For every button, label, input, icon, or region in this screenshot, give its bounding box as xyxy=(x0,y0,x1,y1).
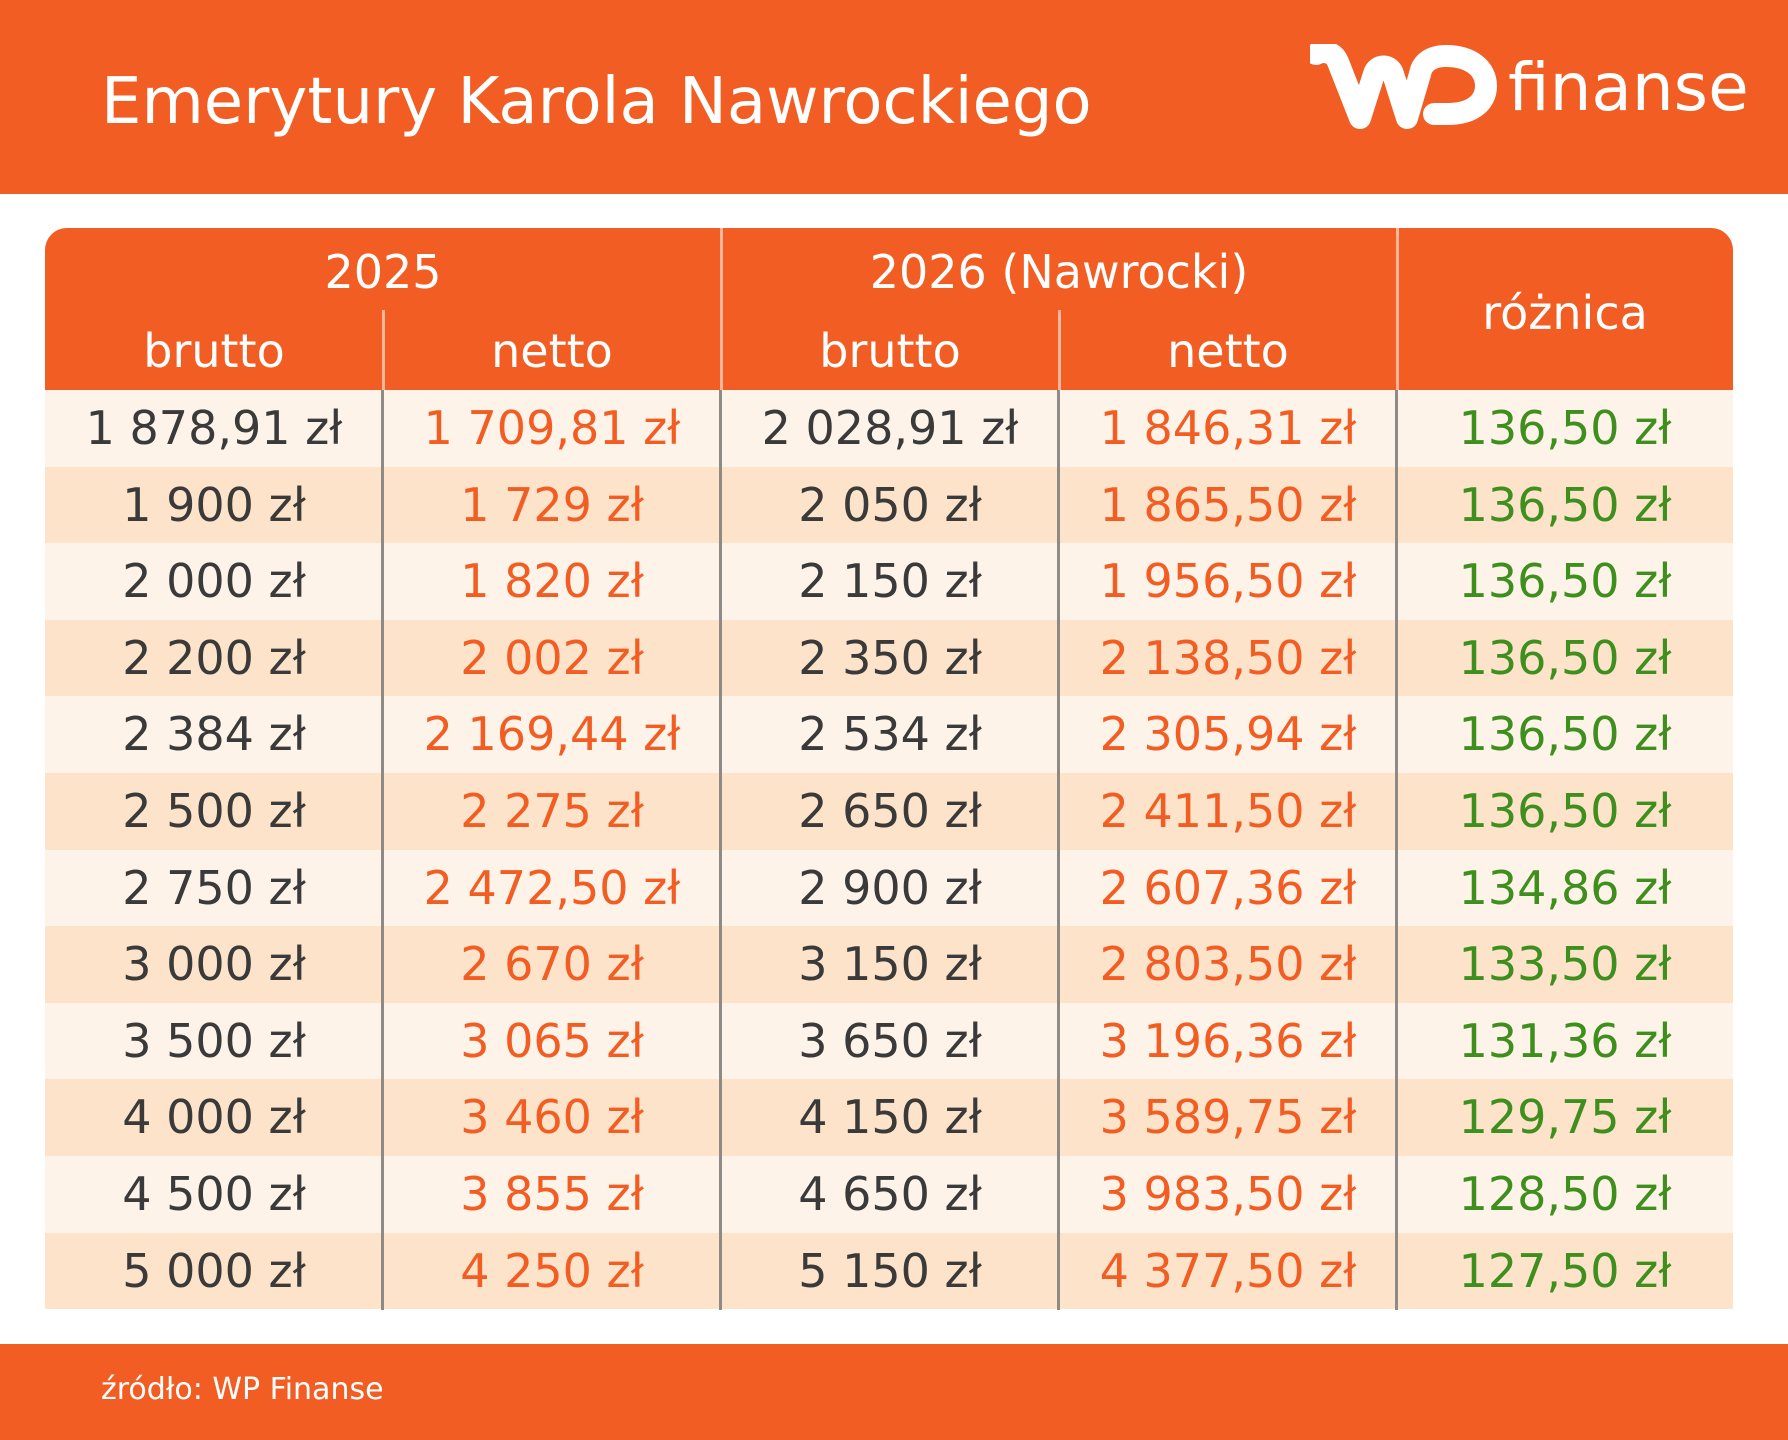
cell-brutto-2026: 2 900 zł xyxy=(798,860,982,915)
cell-roznica: 134,86 zł xyxy=(1458,860,1672,915)
page-title: Emerytury Karola Nawrockiego xyxy=(101,65,1092,139)
cell-brutto-2026: 3 150 zł xyxy=(798,937,982,992)
cell-roznica: 127,50 zł xyxy=(1458,1243,1672,1298)
cell-roznica: 129,75 zł xyxy=(1458,1090,1672,1145)
cell-netto-2026: 2 803,50 zł xyxy=(1099,937,1357,992)
table-header: 2025 2026 (Nawrocki) różnica brutto nett… xyxy=(45,228,1733,390)
cell-roznica: 136,50 zł xyxy=(1458,554,1672,609)
table-row: 5 000 zł 4 250 zł 5 150 zł 4 377,50 zł 127,5… xyxy=(45,1232,1733,1310)
table-row: 2 750 zł 2 472,50 zł 2 900 zł 2 607,36 zł 13… xyxy=(45,849,1733,927)
cell-netto-2025: 2 275 zł xyxy=(460,784,644,838)
cell-roznica: 136,50 zł xyxy=(1458,477,1672,532)
cell-brutto-2025: 3 500 zł xyxy=(122,1013,306,1068)
table-row: 3 500 zł 3 065 zł 3 650 zł 3 196,36 zł 131,3… xyxy=(45,1002,1733,1080)
cell-brutto-2025: 3 000 zł xyxy=(122,937,306,992)
cell-netto-2025: 1 709,81 zł xyxy=(423,401,681,455)
cell-netto-2026: 4 377,50 zł xyxy=(1099,1243,1357,1298)
header-divider xyxy=(1058,310,1061,390)
cell-netto-2025: 1 820 zł xyxy=(460,554,644,609)
cell-roznica: 133,50 zł xyxy=(1458,937,1672,992)
source-note: źródło: WP Finanse xyxy=(101,1372,384,1407)
table-row: 2 000 zł 1 820 zł 2 150 zł 1 956,50 zł 136,5… xyxy=(45,543,1733,620)
cell-netto-2025: 2 169,44 zł xyxy=(423,707,681,762)
cell-brutto-2025: 1 878,91 zł xyxy=(85,401,343,455)
column-divider xyxy=(719,390,722,1310)
cell-netto-2026: 2 607,36 zł xyxy=(1099,860,1357,915)
cell-netto-2025: 2 002 zł xyxy=(460,630,644,685)
cell-roznica: 128,50 zł xyxy=(1458,1167,1672,1221)
cell-netto-2026: 1 956,50 zł xyxy=(1099,554,1357,609)
pension-table: 2025 2026 (Nawrocki) różnica brutto nett… xyxy=(45,228,1733,1310)
table-row: 1 878,91 zł 1 709,81 zł 2 028,91 zł 1 846,3… xyxy=(45,390,1733,467)
cell-brutto-2026: 4 650 zł xyxy=(798,1167,982,1221)
cell-brutto-2026: 2 050 zł xyxy=(798,477,982,532)
footer-bar: źródło: WP Finanse xyxy=(0,1344,1788,1440)
cell-roznica: 136,50 zł xyxy=(1458,707,1672,762)
cell-brutto-2025: 1 900 zł xyxy=(122,477,306,532)
table-row: 2 500 zł 2 275 zł 2 650 zł 2 411,50 zł 136,5… xyxy=(45,773,1733,850)
cell-roznica: 131,36 zł xyxy=(1458,1013,1672,1068)
cell-netto-2025: 1 729 zł xyxy=(460,477,644,532)
cell-brutto-2025: 2 000 zł xyxy=(122,554,306,609)
table-row: 2 384 zł 2 169,44 zł 2 534 zł 2 305,94 zł 13… xyxy=(45,696,1733,773)
column-divider xyxy=(1395,390,1398,1310)
wp-logo-icon xyxy=(1310,44,1497,129)
cell-netto-2026: 3 196,36 zł xyxy=(1099,1013,1357,1068)
cell-brutto-2026: 4 150 zł xyxy=(798,1090,982,1145)
cell-netto-2025: 3 855 zł xyxy=(460,1167,644,1221)
cell-netto-2026: 3 983,50 zł xyxy=(1099,1167,1357,1221)
group-header-2025: 2025 xyxy=(324,245,442,299)
header-bar: Emerytury Karola Nawrockiego finanse xyxy=(0,0,1788,194)
cell-brutto-2025: 5 000 zł xyxy=(122,1243,306,1298)
cell-brutto-2026: 2 650 zł xyxy=(798,784,982,838)
subheader-brutto-2025: brutto xyxy=(143,324,285,378)
cell-brutto-2025: 2 500 zł xyxy=(122,784,306,838)
cell-netto-2026: 2 138,50 zł xyxy=(1099,630,1357,685)
header-divider xyxy=(720,228,723,390)
table-row: 1 900 zł 1 729 zł 2 050 zł 1 865,50 zł 136,5… xyxy=(45,466,1733,544)
table-row: 4 500 zł 3 855 zł 4 650 zł 3 983,50 zł 128,5… xyxy=(45,1156,1733,1233)
column-divider xyxy=(381,390,384,1310)
logo-wordmark: finanse xyxy=(1508,49,1749,126)
cell-netto-2025: 4 250 zł xyxy=(460,1243,644,1298)
cell-brutto-2025: 2 750 zł xyxy=(122,860,306,915)
cell-brutto-2026: 2 028,91 zł xyxy=(761,401,1019,455)
cell-brutto-2026: 3 650 zł xyxy=(798,1013,982,1068)
cell-netto-2026: 2 305,94 zł xyxy=(1099,707,1357,762)
cell-netto-2025: 2 472,50 zł xyxy=(423,860,681,915)
cell-roznica: 136,50 zł xyxy=(1458,630,1672,685)
column-divider xyxy=(1057,390,1060,1310)
header-divider xyxy=(1396,228,1399,390)
cell-netto-2026: 1 846,31 zł xyxy=(1099,401,1357,455)
cell-brutto-2026: 2 150 zł xyxy=(798,554,982,609)
cell-netto-2026: 1 865,50 zł xyxy=(1099,477,1357,532)
cell-brutto-2025: 2 384 zł xyxy=(122,707,306,762)
subheader-brutto-2026: brutto xyxy=(819,324,961,378)
cell-netto-2025: 3 460 zł xyxy=(460,1090,644,1145)
cell-brutto-2025: 2 200 zł xyxy=(122,630,306,685)
cell-brutto-2026: 5 150 zł xyxy=(798,1243,982,1298)
cell-brutto-2025: 4 000 zł xyxy=(122,1090,306,1145)
cell-brutto-2025: 4 500 zł xyxy=(122,1167,306,1221)
cell-netto-2026: 3 589,75 zł xyxy=(1099,1090,1357,1145)
cell-netto-2026: 2 411,50 zł xyxy=(1099,784,1357,838)
cell-roznica: 136,50 zł xyxy=(1458,401,1672,455)
cell-brutto-2026: 2 350 zł xyxy=(798,630,982,685)
subheader-netto-2026: netto xyxy=(1167,324,1289,378)
cell-brutto-2026: 2 534 zł xyxy=(798,707,982,762)
header-divider xyxy=(382,310,385,390)
table-row: 3 000 zł 2 670 zł 3 150 zł 2 803,50 zł 133,5… xyxy=(45,926,1733,1003)
table-row: 2 200 zł 2 002 zł 2 350 zł 2 138,50 zł 136,5… xyxy=(45,619,1733,697)
cell-netto-2025: 3 065 zł xyxy=(460,1013,644,1068)
table-row: 4 000 zł 3 460 zł 4 150 zł 3 589,75 zł 129,7… xyxy=(45,1079,1733,1156)
cell-roznica: 136,50 zł xyxy=(1458,784,1672,838)
group-header-2026: 2026 (Nawrocki) xyxy=(869,245,1249,299)
subheader-netto-2025: netto xyxy=(491,324,613,378)
cell-netto-2025: 2 670 zł xyxy=(460,937,644,992)
diff-header: różnica xyxy=(1482,286,1648,340)
